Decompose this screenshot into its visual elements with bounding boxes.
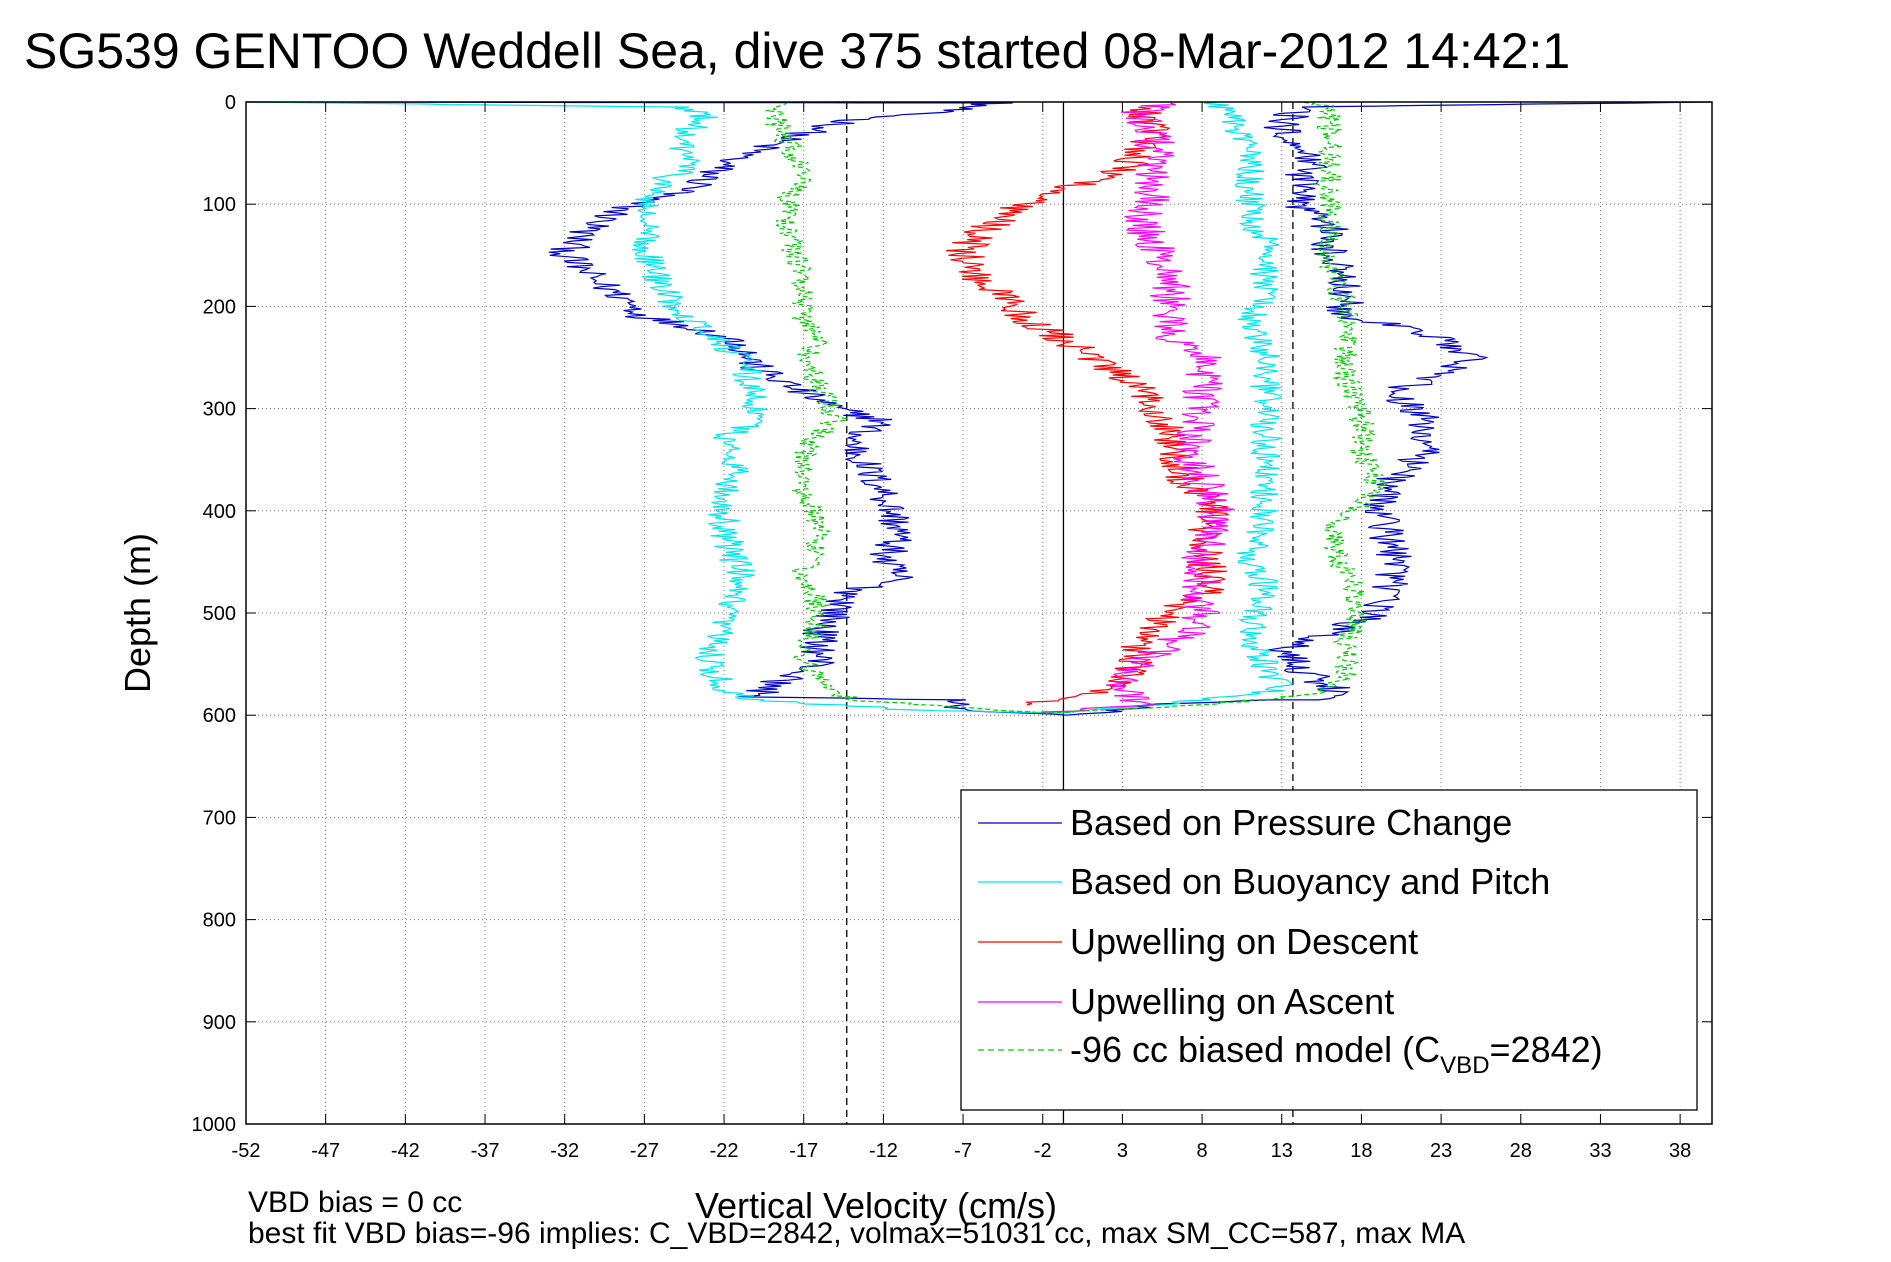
x-tick-label: -22 <box>710 1140 739 1162</box>
y-tick-label: 500 <box>203 603 236 625</box>
legend-entry: Based on Buoyancy and Pitch <box>1070 861 1550 902</box>
x-tick-label: -7 <box>954 1140 972 1162</box>
x-tick-label: -17 <box>789 1140 818 1162</box>
series-line-3 <box>946 106 1230 706</box>
x-tick-label: 8 <box>1197 1140 1208 1162</box>
y-tick-label: 600 <box>203 705 236 727</box>
series-line-2 <box>245 101 1293 714</box>
y-tick-label: 1000 <box>192 1114 237 1136</box>
legend: Based on Pressure Change Based on Buoyanc… <box>960 789 1698 1111</box>
legend-box <box>960 789 1698 1111</box>
x-tick-label: -52 <box>232 1140 261 1162</box>
y-tick-label: 0 <box>225 92 236 114</box>
y-tick-label: 200 <box>203 296 236 318</box>
series-line-1 <box>245 101 1713 716</box>
x-tick-label: -42 <box>391 1140 420 1162</box>
y-tick-label: 400 <box>203 501 236 523</box>
y-tick-label: 100 <box>203 194 236 216</box>
x-tick-label: -32 <box>550 1140 579 1162</box>
series-line-5 <box>765 101 1388 714</box>
x-axis-label: Vertical Velocity (cm/s) <box>695 1185 1057 1226</box>
axis-ticks: -52 -47 -42 -37 -32 -27 -22 -17 -12 -7 -2 3 8 13 18 23 2… <box>192 92 1712 1162</box>
x-tick-label: -47 <box>311 1140 340 1162</box>
x-tick-label: 28 <box>1510 1140 1532 1162</box>
y-tick-label: 300 <box>203 399 236 421</box>
footnote-vbd-bias: VBD bias = 0 cc <box>248 1186 462 1219</box>
y-tick-label: 800 <box>203 910 236 932</box>
x-tick-label: -2 <box>1034 1140 1052 1162</box>
y-tick-label: 900 <box>203 1012 236 1034</box>
x-tick-label: 13 <box>1271 1140 1293 1162</box>
x-tick-label: 23 <box>1430 1140 1452 1162</box>
footnote-best-fit: best fit VBD bias=-96 implies: C_VBD=284… <box>248 1217 1465 1250</box>
legend-entry: Upwelling on Descent <box>1070 921 1418 962</box>
x-tick-label: 33 <box>1589 1140 1611 1162</box>
x-tick-label: 18 <box>1350 1140 1372 1162</box>
x-tick-label: -27 <box>630 1140 659 1162</box>
series-line-4 <box>1041 101 1235 714</box>
x-tick-label: 38 <box>1669 1140 1691 1162</box>
chart-title: SG539 GENTOO Weddell Sea, dive 375 start… <box>24 23 1570 79</box>
legend-entry: Upwelling on Ascent <box>1070 981 1394 1022</box>
legend-entry: Based on Pressure Change <box>1070 802 1512 843</box>
x-tick-label: -12 <box>869 1140 898 1162</box>
y-axis-label: Depth (m) <box>117 533 158 693</box>
x-tick-label: -37 <box>471 1140 500 1162</box>
y-tick-label: 700 <box>203 807 236 829</box>
series-group <box>245 101 1713 716</box>
x-tick-label: 3 <box>1117 1140 1128 1162</box>
